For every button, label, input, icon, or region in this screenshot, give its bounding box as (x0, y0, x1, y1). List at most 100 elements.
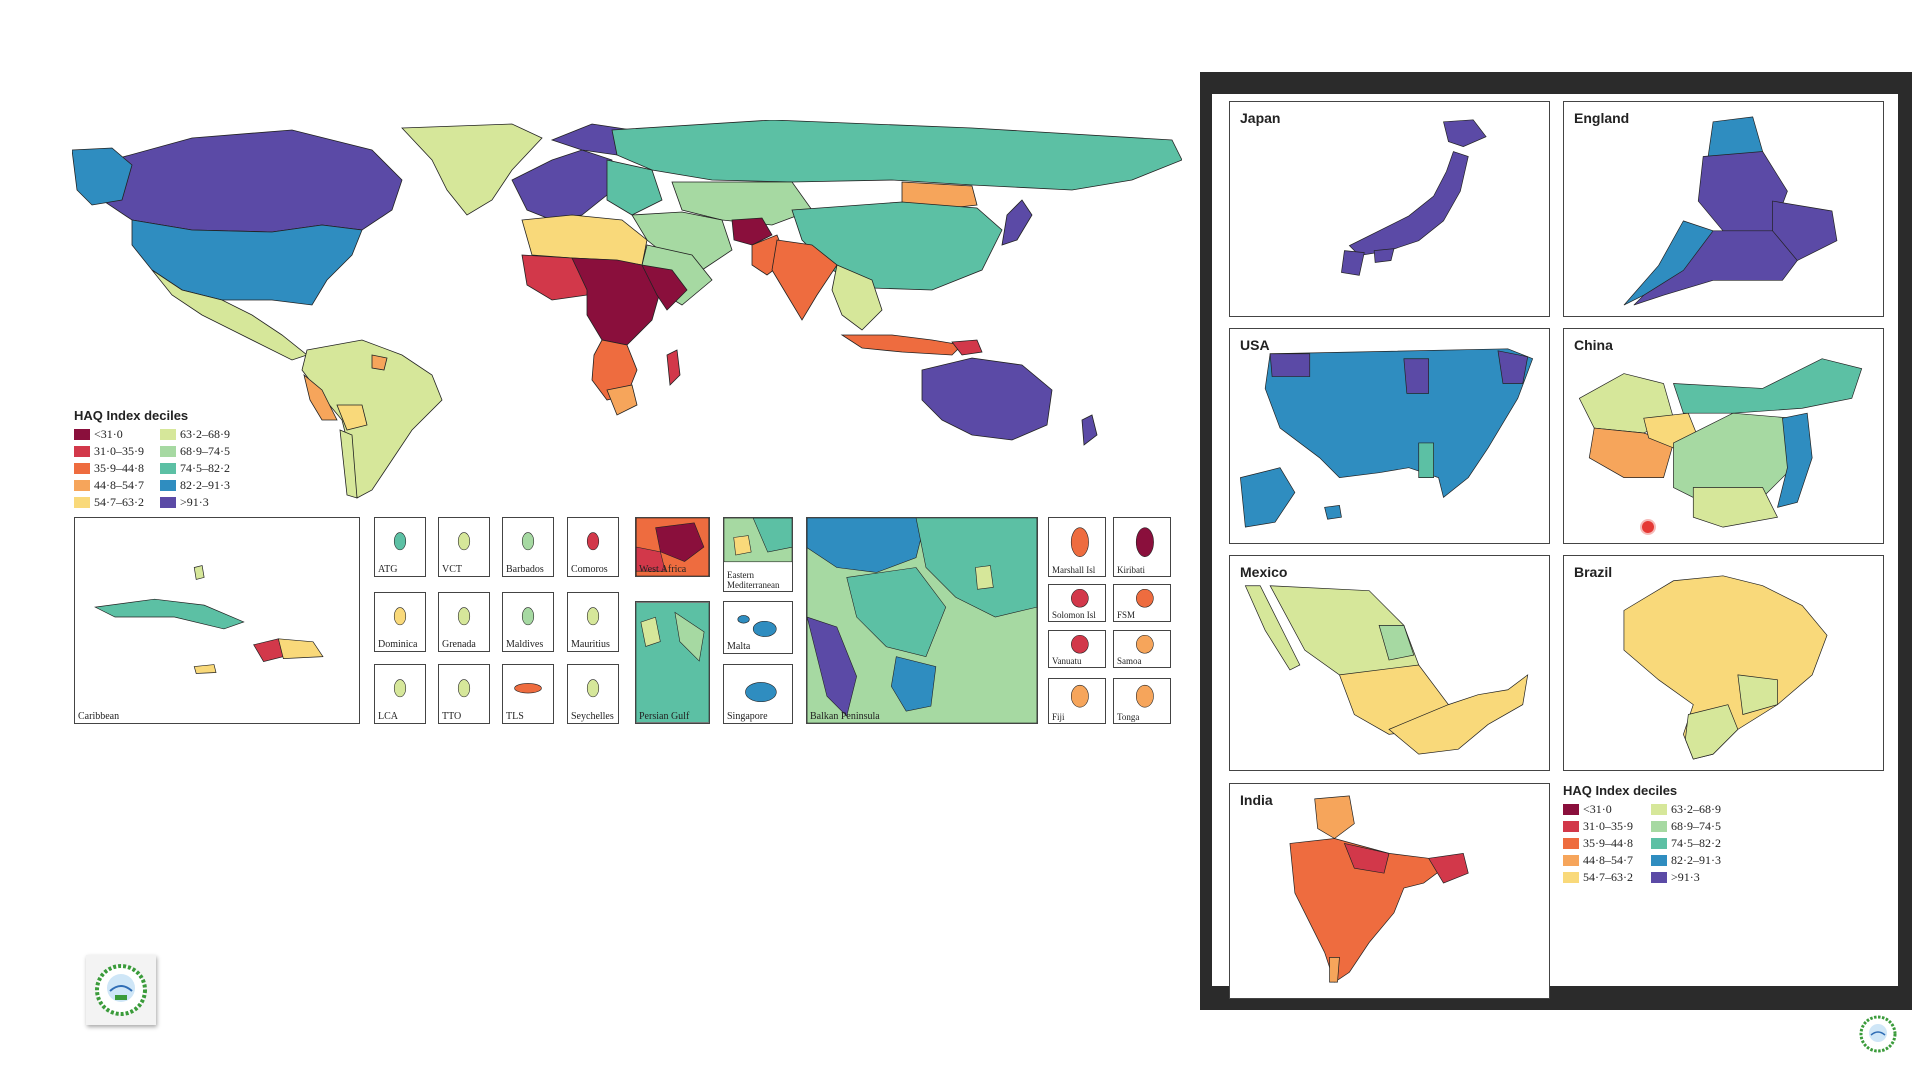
inset-island-svg (1135, 527, 1154, 557)
inset-island-svg (514, 683, 542, 694)
region-island (1136, 634, 1154, 654)
region-usa-mainland (1264, 348, 1534, 499)
logo-emblem (95, 964, 147, 1016)
panel-title: China (1574, 337, 1613, 353)
legend-label: 68·9–74·5 (1671, 819, 1721, 833)
institution-logo-icon (86, 955, 156, 1025)
region-italy (807, 616, 857, 717)
inset-dominica: Dominica (374, 592, 426, 652)
legend-label: >91·3 (180, 495, 209, 509)
panel-legend-title: HAQ Index deciles (1563, 783, 1678, 798)
panel-brazil: Brazil (1563, 555, 1884, 771)
inset-island-svg (457, 607, 471, 626)
legend-swatch (160, 429, 176, 440)
legend-label: 31·0–35·9 (1583, 819, 1633, 833)
region-island (1136, 588, 1154, 608)
region-northeast (1428, 852, 1469, 884)
legend-swatch (74, 480, 90, 491)
world-legend-grid: <31·0 63·2–68·9 31·0–35·9 68·9–74·5 35·9–44·… (74, 426, 254, 511)
legend-label: >91·3 (1671, 870, 1700, 884)
legend-item: 44·8–54·7 (1563, 852, 1651, 869)
region-south-africa (606, 384, 638, 416)
inset-island-svg (586, 679, 600, 698)
region-washington (1269, 353, 1311, 377)
legend-swatch (1651, 804, 1667, 815)
inset-label: Malta (727, 641, 751, 652)
legend-swatch (74, 463, 90, 474)
inset-maldives: Maldives (502, 592, 554, 652)
region-malta (752, 620, 777, 637)
region-baja (1244, 585, 1301, 671)
region-brazil-southeast (1737, 674, 1778, 715)
region-madagascar (666, 349, 681, 386)
region-new-england (1497, 350, 1529, 384)
region-alaska-inset (1240, 467, 1296, 528)
inset-label: Mauritius (571, 639, 610, 650)
region-island (1135, 527, 1154, 557)
region-island (521, 532, 535, 551)
legend-swatch (1563, 804, 1579, 815)
region-brazil-south (1685, 704, 1739, 760)
inset-vanuatu: Vanuatu (1048, 630, 1106, 668)
legend-item: 54·7–63·2 (74, 494, 160, 511)
inset-island-svg (1135, 684, 1154, 708)
inset-label: Grenada (442, 639, 476, 650)
inset-label: West Africa (639, 564, 687, 575)
inset-island-svg (393, 679, 407, 698)
region-shikoku (1373, 248, 1395, 263)
legend-swatch (1651, 838, 1667, 849)
legend-item: 68·9–74·5 (160, 443, 250, 460)
region-haiti (253, 638, 284, 662)
legend-label: 35·9–44·8 (94, 461, 144, 475)
region-island (514, 683, 542, 694)
panel-japan: Japan (1229, 101, 1550, 317)
inset-island-svg (1070, 684, 1089, 708)
inset-atg: ATG (374, 517, 426, 577)
inset-label: TLS (506, 711, 524, 722)
region-australia (921, 357, 1053, 441)
inset-island-svg (521, 532, 535, 551)
inset-island-svg (1071, 634, 1089, 654)
region-island (457, 532, 471, 551)
inset-label: Solomon Isl (1052, 610, 1096, 620)
legend-label: 74·5–82·2 (180, 461, 230, 475)
region-indonesia (840, 334, 963, 356)
region-south-china (1692, 487, 1779, 528)
region-pg-2 (640, 616, 661, 647)
inset-label: TTO (442, 711, 462, 722)
panel-mexico: Mexico (1229, 555, 1550, 771)
panel-england: England (1563, 101, 1884, 317)
inset-label: Kiribati (1117, 565, 1145, 575)
inset-label: Seychelles (571, 711, 614, 722)
region-mississippi (1418, 442, 1434, 478)
inset-seychelles: Seychelles (567, 664, 619, 724)
inset-eastern-mediterranean: Eastern Mediterranean (723, 517, 793, 592)
legend-item: 74·5–82·2 (160, 460, 250, 477)
inset-label: Fiji (1052, 712, 1065, 722)
region-brazil-main (1623, 575, 1828, 760)
region-island (1070, 684, 1089, 708)
panel-india-svg (1289, 795, 1469, 983)
inset-label: LCA (378, 711, 398, 722)
legend-swatch (74, 446, 90, 457)
region-island (457, 679, 471, 698)
region-png (951, 339, 983, 356)
inset-label: Balkan Peninsula (810, 711, 880, 722)
region-dominican-republic (277, 638, 324, 659)
region-india-north (1314, 795, 1355, 839)
inset-label: Dominica (378, 639, 418, 650)
region-kerala (1329, 957, 1340, 983)
region-island (393, 532, 407, 551)
inset-tonga: Tonga (1113, 678, 1171, 724)
legend-swatch (160, 463, 176, 474)
inset-label: Comoros (571, 564, 608, 575)
world-legend-title: HAQ Index deciles (74, 408, 189, 423)
inset-label: VCT (442, 564, 462, 575)
region-uttar-pradesh (1343, 842, 1390, 874)
inset-label: Samoa (1117, 656, 1142, 666)
region-chile (339, 429, 358, 499)
inset-caribbean-svg (94, 565, 324, 674)
panel-title: Mexico (1240, 564, 1288, 580)
inset-label: Maldives (506, 639, 544, 650)
panel-title: USA (1240, 337, 1270, 353)
